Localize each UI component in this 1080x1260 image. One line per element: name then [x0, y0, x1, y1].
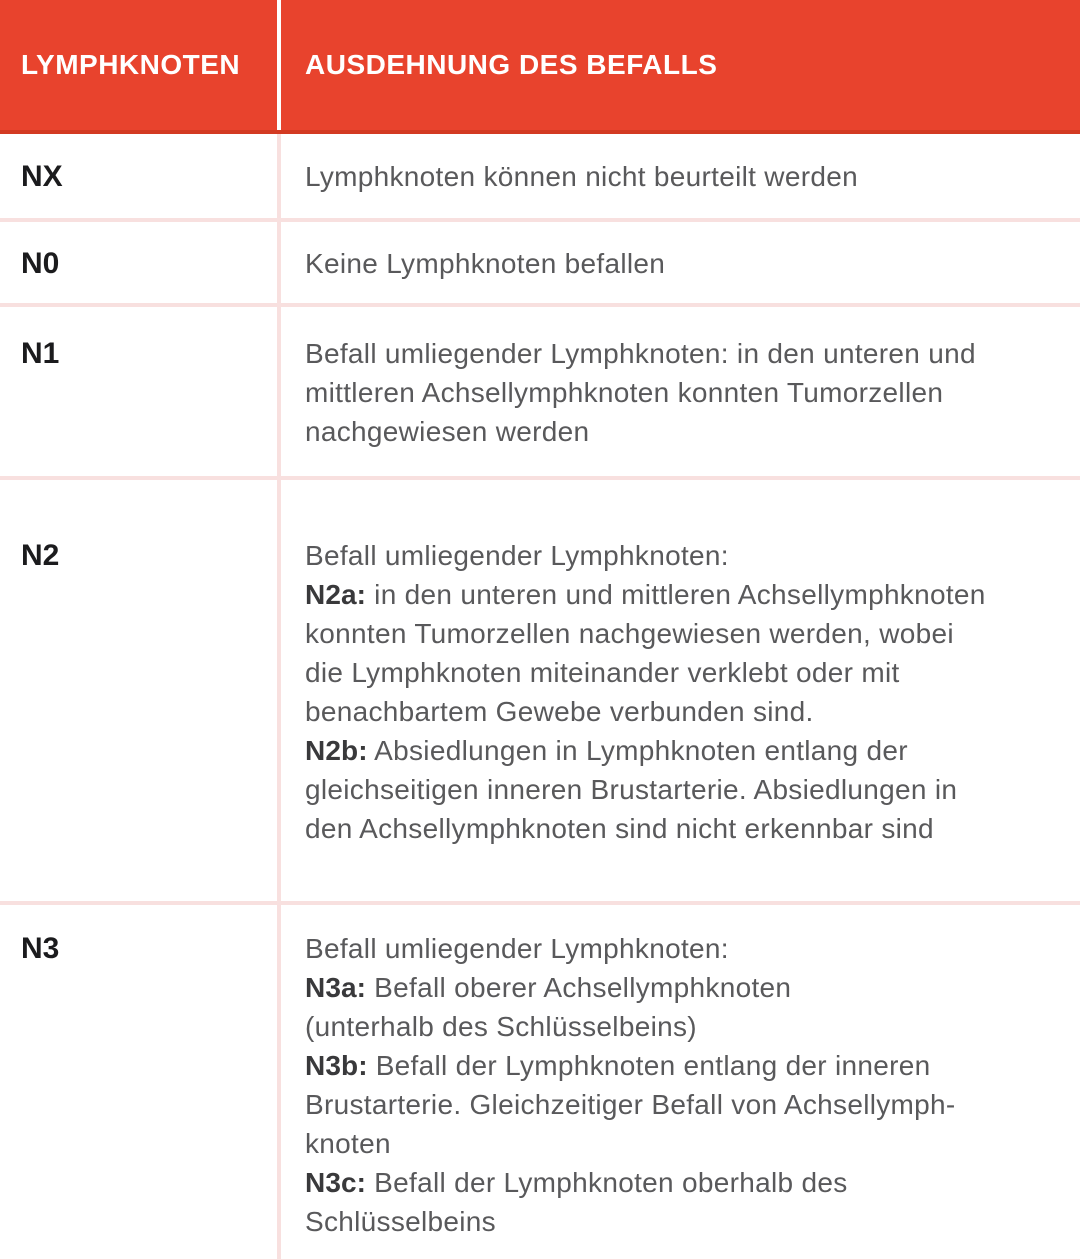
bold-term: N3a:	[305, 972, 367, 1003]
row-content: Befall umliegender Lymphknoten: in den u…	[281, 307, 1080, 476]
text-line: den Achsellymphknoten sind nicht erkennb…	[305, 813, 934, 844]
text-line: nachgewiesen werden	[305, 416, 590, 447]
row-label: NX	[0, 134, 281, 218]
row-content: Keine Lymphknoten befallen	[281, 222, 1080, 303]
table-row: NX Lymphknoten können nicht beurteilt we…	[0, 134, 1080, 222]
text-line: Lymphknoten können nicht beurteilt werde…	[305, 161, 858, 192]
table-row: N3 Befall umliegender Lymphknoten: N3a: B…	[0, 905, 1080, 1260]
text-line: (unterhalb des Schlüsselbeins)	[305, 1011, 697, 1042]
text-line: die Lymphknoten miteinander verklebt ode…	[305, 657, 900, 688]
bold-term: N2b:	[305, 735, 368, 766]
text-line: N2b: Absiedlungen in Lymphknoten entlang…	[305, 735, 908, 766]
text-line: N2a: in den unteren und mittleren Achsel…	[305, 579, 986, 610]
text-line: knoten	[305, 1128, 391, 1159]
text-line: N3a: Befall oberer Achsellymphknoten	[305, 972, 792, 1003]
table-header-row: LYMPHKNOTEN AUSDEHNUNG DES BEFALLS	[0, 0, 1080, 134]
text-line: Befall umliegender Lymphknoten:	[305, 540, 729, 571]
header-label-ausdehnung: AUSDEHNUNG DES BEFALLS	[305, 49, 718, 80]
row-label: N2	[0, 480, 281, 901]
table-row: N0 Keine Lymphknoten befallen	[0, 222, 1080, 307]
text-line: mittleren Achsellymphknoten konnten Tumo…	[305, 377, 944, 408]
row-label: N3	[0, 905, 281, 1259]
text-line: Befall umliegender Lymphknoten: in den u…	[305, 338, 976, 369]
text-line: Befall umliegender Lymphknoten:	[305, 933, 729, 964]
text-line: konnten Tumorzellen nachgewiesen werden,…	[305, 618, 954, 649]
bold-term: N2a:	[305, 579, 367, 610]
text-line: N3b: Befall der Lymphknoten entlang der …	[305, 1050, 931, 1081]
bold-term: N3c:	[305, 1167, 367, 1198]
bold-term: N3b:	[305, 1050, 368, 1081]
row-content: Befall umliegender Lymphknoten: N3a: Befa…	[281, 905, 1080, 1259]
header-label-lymphknoten: LYMPHKNOTEN	[21, 49, 241, 80]
table-body: NX Lymphknoten können nicht beurteilt we…	[0, 134, 1080, 1260]
text-line: Brustarterie. Gleichzeitiger Befall von …	[305, 1089, 956, 1120]
row-content: Lymphknoten können nicht beurteilt werde…	[281, 134, 1080, 218]
text-line: Schlüsselbeins	[305, 1206, 496, 1237]
table-row: N1 Befall umliegender Lymphknoten: in de…	[0, 307, 1080, 480]
table-row: N2 Befall umliegender Lymphknoten: N2a: i…	[0, 480, 1080, 905]
row-content: Befall umliegender Lymphknoten: N2a: in d…	[281, 480, 1080, 901]
text-line: benachbartem Gewebe verbunden sind.	[305, 696, 814, 727]
text-line: Keine Lymphknoten befallen	[305, 248, 666, 279]
text-line: gleichseitigen inneren Brustarterie. Abs…	[305, 774, 958, 805]
row-label: N1	[0, 307, 281, 476]
header-cell-ausdehnung: AUSDEHNUNG DES BEFALLS	[281, 0, 1080, 130]
row-label: N0	[0, 222, 281, 303]
text-line: N3c: Befall der Lymphknoten oberhalb des	[305, 1167, 848, 1198]
header-cell-lymphknoten: LYMPHKNOTEN	[0, 0, 281, 130]
